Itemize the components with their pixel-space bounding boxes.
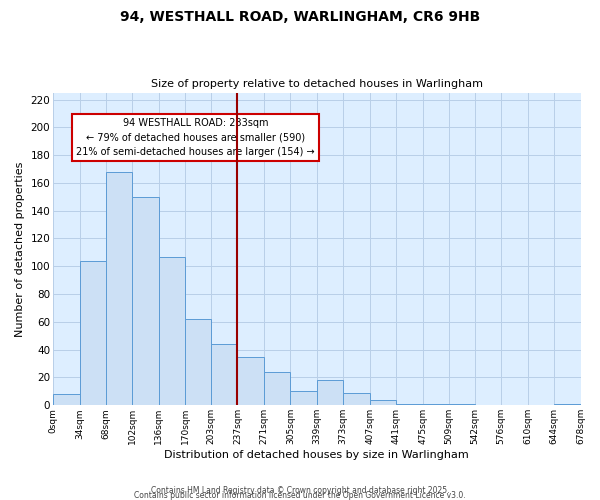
Bar	[106, 172, 133, 406]
Bar	[264, 372, 290, 406]
Bar	[238, 356, 264, 406]
Bar	[185, 319, 211, 406]
Title: Size of property relative to detached houses in Warlingham: Size of property relative to detached ho…	[151, 79, 483, 89]
Bar	[211, 344, 238, 406]
Y-axis label: Number of detached properties: Number of detached properties	[15, 161, 25, 336]
Bar	[80, 260, 106, 406]
Bar	[133, 197, 159, 406]
Text: Contains public sector information licensed under the Open Government Licence v3: Contains public sector information licen…	[134, 490, 466, 500]
Bar	[343, 393, 370, 406]
Bar	[449, 404, 475, 406]
Text: 94, WESTHALL ROAD, WARLINGHAM, CR6 9HB: 94, WESTHALL ROAD, WARLINGHAM, CR6 9HB	[120, 10, 480, 24]
Bar	[159, 256, 185, 406]
Bar	[370, 400, 396, 406]
Bar	[53, 394, 80, 406]
Bar	[317, 380, 343, 406]
Bar	[290, 392, 317, 406]
Text: Contains HM Land Registry data © Crown copyright and database right 2025.: Contains HM Land Registry data © Crown c…	[151, 486, 449, 495]
X-axis label: Distribution of detached houses by size in Warlingham: Distribution of detached houses by size …	[164, 450, 469, 460]
Bar	[422, 404, 449, 406]
Text: 94 WESTHALL ROAD: 233sqm
← 79% of detached houses are smaller (590)
21% of semi-: 94 WESTHALL ROAD: 233sqm ← 79% of detach…	[76, 118, 315, 157]
Bar	[554, 404, 581, 406]
Bar	[396, 404, 422, 406]
